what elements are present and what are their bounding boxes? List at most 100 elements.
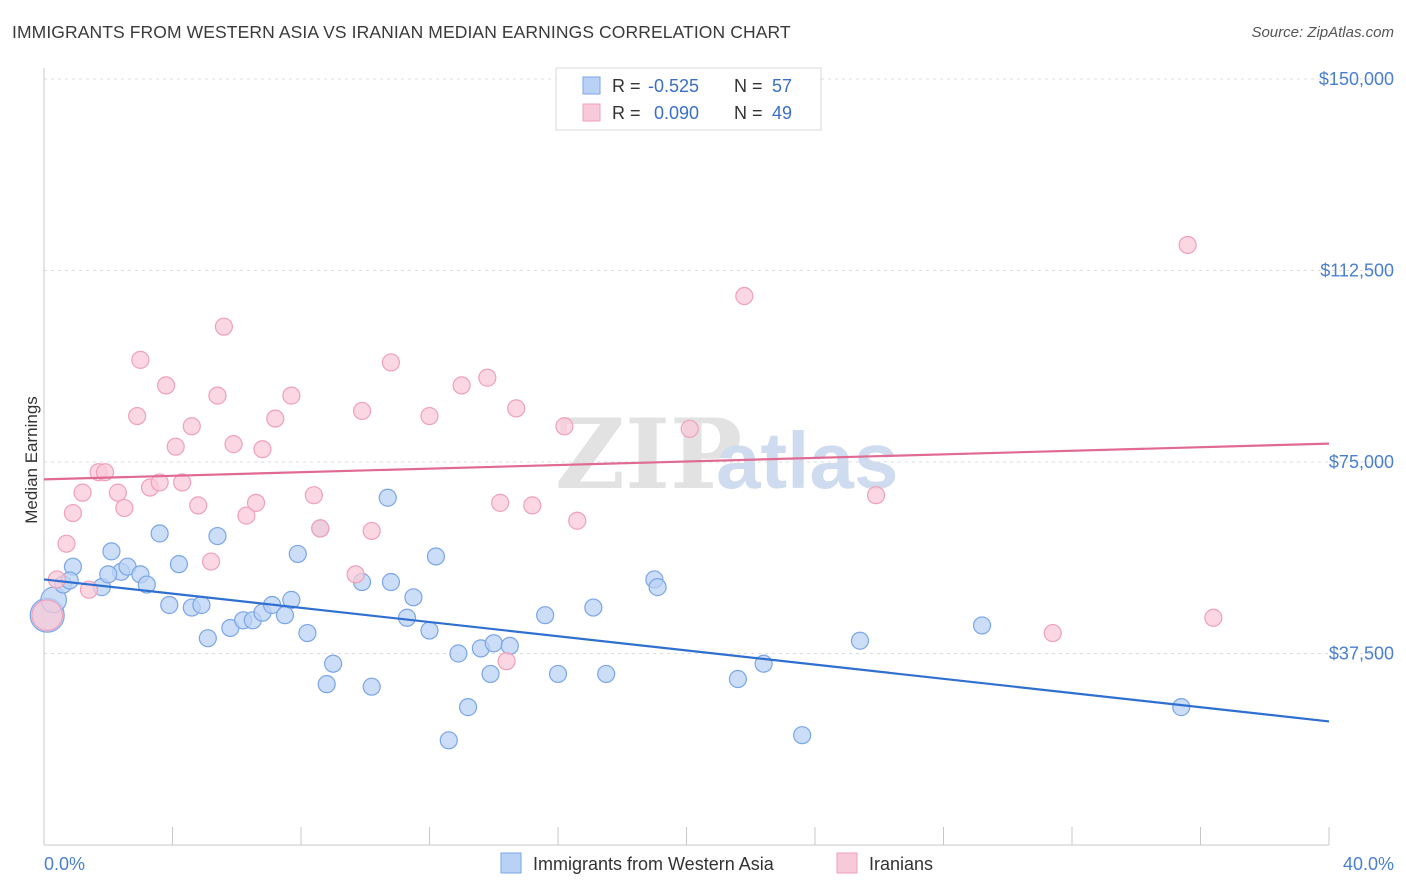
y-tick-labels: $37,500 $75,000 $112,500 $150,000 (1319, 69, 1394, 664)
point-iranians (108, 483, 127, 502)
point-iranians (507, 399, 526, 418)
point-immigrants (728, 669, 748, 689)
point-iranians (128, 406, 147, 426)
stats-box: R = -0.525 N = 57 R = 0.090 N = 49 (555, 67, 822, 131)
point-iranians (491, 493, 510, 512)
point-iranians (346, 565, 365, 584)
point-immigrants (439, 731, 458, 750)
x-tick-label-min: 0.0% (44, 854, 85, 874)
axes (43, 68, 1330, 846)
point-iranians (478, 368, 497, 387)
point-immigrants (420, 621, 439, 640)
point-iranians (311, 519, 330, 538)
x-tick-label-max: 40.0% (1343, 854, 1394, 874)
point-immigrants (1172, 698, 1191, 717)
point-immigrants (793, 726, 812, 745)
point-iranians (452, 376, 471, 395)
point-iranians (420, 406, 439, 426)
point-iranians (381, 353, 401, 372)
point-iranians (182, 417, 201, 436)
stats-swatch-blue (582, 76, 601, 95)
point-iranians (156, 376, 176, 395)
stats-swatch-pink (582, 103, 601, 122)
chart-title: IMMIGRANTS FROM WESTERN ASIA VS IRANIAN … (12, 22, 791, 42)
point-iranians (555, 417, 574, 436)
point-immigrants (584, 598, 603, 617)
point-iranians (63, 503, 83, 523)
point-immigrants (536, 606, 555, 625)
legend-label-iranians: Iranians (869, 854, 933, 874)
point-immigrants (481, 664, 500, 684)
point-iranians (73, 483, 92, 502)
legend: Immigrants from Western Asia Iranians (500, 852, 933, 874)
point-immigrants (426, 547, 446, 566)
point-iranians (224, 435, 243, 454)
point-immigrants (102, 542, 121, 561)
stats-r-value-0: -0.525 (648, 76, 699, 96)
point-immigrants (317, 675, 336, 694)
point-iranians (304, 486, 323, 505)
point-immigrants (137, 575, 156, 594)
point-immigrants (397, 608, 417, 627)
legend-swatch-immigrants (500, 852, 522, 874)
point-immigrants (548, 664, 568, 684)
legend-swatch-iranians (836, 852, 858, 874)
point-immigrants (275, 606, 295, 625)
point-immigrants (972, 616, 992, 635)
point-iranians (1204, 608, 1223, 627)
point-immigrants (160, 595, 179, 615)
point-iranians (866, 486, 886, 505)
point-immigrants (362, 677, 381, 696)
point-immigrants (404, 588, 423, 607)
watermark: ZIP atlas (555, 398, 898, 511)
point-immigrants (597, 664, 616, 684)
point-iranians (150, 473, 169, 492)
point-iranians (173, 473, 192, 492)
point-iranians (31, 599, 64, 632)
point-immigrants (198, 629, 217, 648)
stats-r-label-0: R = (612, 76, 641, 96)
point-immigrants (288, 544, 307, 564)
stats-n-label-1: N = (734, 103, 763, 123)
point-immigrants (381, 572, 401, 592)
source-credit: Source: ZipAtlas.com (1251, 24, 1394, 41)
y-tick-label: $37,500 (1329, 644, 1394, 664)
legend-label-immigrants: Immigrants from Western Asia (533, 854, 775, 874)
point-iranians (266, 409, 285, 428)
point-immigrants (500, 636, 519, 655)
point-iranians (166, 437, 185, 456)
point-immigrants (378, 488, 397, 507)
point-iranians (253, 440, 272, 459)
point-iranians (246, 493, 266, 512)
point-immigrants (850, 631, 870, 650)
point-iranians (497, 652, 516, 671)
point-iranians (1178, 235, 1197, 255)
y-tick-label: $112,500 (1320, 261, 1394, 281)
stats-n-label-0: N = (734, 76, 763, 96)
point-immigrants (648, 578, 667, 597)
gridlines (44, 78, 1394, 654)
trend-line-immigrants (43, 578, 1330, 723)
point-immigrants (99, 565, 118, 584)
point-iranians (1043, 623, 1062, 643)
point-iranians (115, 498, 134, 518)
point-immigrants (449, 644, 468, 663)
point-iranians (237, 506, 256, 525)
point-immigrants (324, 654, 343, 673)
series-iranians (31, 235, 1223, 671)
watermark-zip: ZIP (555, 398, 742, 511)
point-immigrants (169, 555, 189, 574)
point-iranians (208, 386, 227, 405)
stats-r-label-1: R = (612, 103, 641, 123)
point-immigrants (208, 526, 227, 546)
trend-lines (43, 442, 1330, 723)
point-immigrants (458, 698, 478, 717)
point-iranians (131, 350, 150, 369)
point-iranians (189, 496, 208, 515)
point-iranians (568, 511, 587, 530)
y-tick-label: $75,000 (1329, 452, 1394, 472)
point-immigrants (298, 623, 317, 643)
point-iranians (680, 419, 699, 438)
y-tick-label: $150,000 (1319, 69, 1394, 89)
